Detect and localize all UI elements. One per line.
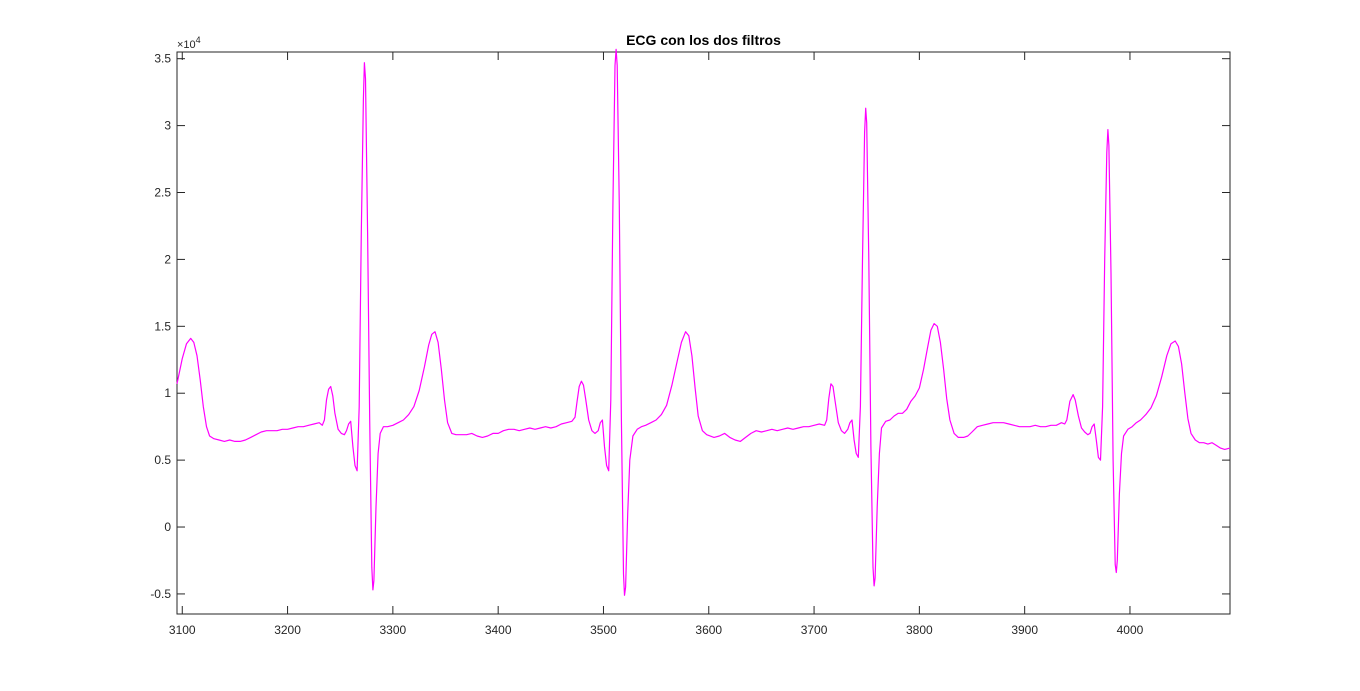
plot-area-box [176, 51, 1231, 615]
y-axis-multiplier-base: ×10 [177, 39, 196, 51]
y-tick-label: -0.5 [150, 587, 171, 601]
y-tick-label: 2 [164, 252, 171, 266]
x-tick-label: 3800 [906, 623, 933, 637]
y-axis-multiplier-exponent: 4 [196, 35, 201, 45]
x-tick-label: 3400 [485, 623, 512, 637]
x-tick-label: 4000 [1117, 623, 1144, 637]
x-tick-label: 3600 [695, 623, 722, 637]
y-tick-label: 1 [164, 386, 171, 400]
axes: 3100 3200 3300 3400 3500 3600 3700 3800 3900 4000… [150, 48, 1231, 637]
y-axis-multiplier: ×104 [177, 35, 201, 51]
y-tick-label: 2.5 [154, 186, 171, 200]
y-axis: -0.5 0 0.5 1 1.5 2 2.5 3 3.5 [150, 52, 1230, 601]
x-tick-label: 3500 [590, 623, 617, 637]
chart-title: ECG con los dos filtros [626, 32, 781, 48]
ecg-series-line [176, 48, 1231, 596]
x-tick-label: 3100 [169, 623, 196, 637]
series-group [176, 48, 1231, 596]
y-tick-label: 3 [164, 119, 171, 133]
y-tick-label: 0 [164, 520, 171, 534]
x-tick-label: 3300 [380, 623, 407, 637]
x-axis: 3100 3200 3300 3400 3500 3600 3700 3800 3900 4000 [169, 52, 1144, 637]
x-tick-label: 3900 [1011, 623, 1038, 637]
y-tick-label: 0.5 [154, 453, 171, 467]
x-tick-label: 3200 [274, 623, 301, 637]
x-tick-label: 3700 [801, 623, 828, 637]
y-tick-label: 1.5 [154, 319, 171, 333]
y-tick-label: 3.5 [154, 52, 171, 66]
